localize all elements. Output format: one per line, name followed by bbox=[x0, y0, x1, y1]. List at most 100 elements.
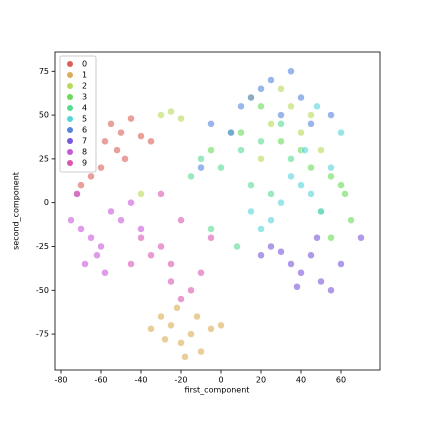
legend-label: 7 bbox=[82, 137, 87, 146]
point bbox=[327, 286, 335, 295]
point bbox=[197, 347, 205, 356]
point bbox=[247, 207, 255, 216]
point bbox=[227, 128, 235, 137]
point bbox=[297, 269, 305, 277]
legend-label: 6 bbox=[82, 126, 87, 135]
point bbox=[327, 111, 335, 119]
plot-frame bbox=[54, 51, 381, 371]
point bbox=[337, 181, 345, 189]
point bbox=[287, 155, 295, 163]
point bbox=[127, 114, 135, 123]
point bbox=[267, 120, 275, 128]
point bbox=[237, 102, 245, 111]
point bbox=[81, 260, 89, 268]
point bbox=[257, 155, 265, 163]
point bbox=[297, 93, 305, 102]
point bbox=[207, 225, 215, 233]
point bbox=[313, 233, 321, 242]
point bbox=[137, 225, 145, 233]
point bbox=[97, 242, 105, 251]
point bbox=[257, 85, 265, 93]
y-tick-label: 50 bbox=[39, 111, 49, 120]
point bbox=[117, 216, 125, 224]
point bbox=[287, 67, 295, 76]
point bbox=[307, 251, 315, 259]
point bbox=[293, 283, 301, 291]
point bbox=[147, 325, 155, 333]
point bbox=[267, 216, 275, 224]
point bbox=[277, 137, 285, 146]
point bbox=[237, 146, 245, 154]
point bbox=[67, 216, 75, 224]
point bbox=[347, 216, 355, 224]
legend-marker bbox=[67, 127, 73, 133]
point bbox=[267, 242, 275, 251]
point bbox=[113, 146, 121, 154]
point bbox=[93, 251, 101, 259]
legend-label: 0 bbox=[82, 60, 87, 69]
point bbox=[207, 233, 215, 242]
point bbox=[147, 251, 155, 259]
point bbox=[217, 163, 225, 172]
point bbox=[177, 339, 185, 347]
point bbox=[277, 198, 285, 207]
x-tick-label: -60 bbox=[94, 376, 107, 385]
point bbox=[297, 181, 305, 189]
point bbox=[317, 207, 325, 216]
point bbox=[87, 172, 95, 181]
point bbox=[327, 233, 335, 242]
point bbox=[193, 312, 201, 321]
y-tick-label: 0 bbox=[44, 198, 49, 207]
x-tick-label: 40 bbox=[296, 376, 306, 385]
legend-marker bbox=[67, 105, 73, 111]
point bbox=[167, 321, 175, 330]
y-tick-label: -75 bbox=[36, 330, 49, 339]
point bbox=[117, 128, 125, 137]
y-axis-label: second_component bbox=[12, 172, 21, 250]
point bbox=[137, 190, 145, 198]
x-tick-label: -20 bbox=[174, 376, 187, 385]
y-tick-label: 25 bbox=[39, 154, 49, 163]
x-tick-label: 20 bbox=[256, 376, 266, 385]
point bbox=[297, 128, 305, 137]
y-tick-label: -50 bbox=[36, 286, 49, 295]
point bbox=[167, 107, 175, 116]
legend-label: 4 bbox=[82, 104, 87, 113]
point bbox=[197, 155, 205, 163]
legend-label: 1 bbox=[82, 71, 87, 80]
point bbox=[257, 102, 265, 111]
legend-marker bbox=[67, 149, 73, 155]
point bbox=[217, 321, 225, 330]
point bbox=[107, 207, 115, 216]
point bbox=[327, 172, 335, 181]
point bbox=[137, 132, 145, 140]
point bbox=[157, 242, 165, 251]
point bbox=[237, 128, 245, 137]
y-tick-label: -25 bbox=[36, 242, 49, 251]
point bbox=[87, 233, 95, 242]
point bbox=[337, 128, 345, 137]
point bbox=[127, 260, 135, 268]
legend-label: 2 bbox=[82, 82, 87, 91]
x-tick-label: 60 bbox=[336, 376, 346, 385]
point bbox=[77, 225, 85, 233]
legend-marker bbox=[67, 116, 73, 122]
point bbox=[233, 242, 241, 251]
point bbox=[167, 260, 175, 268]
point bbox=[317, 146, 325, 154]
point bbox=[277, 85, 285, 93]
point bbox=[77, 181, 85, 189]
point bbox=[287, 102, 295, 111]
point bbox=[137, 233, 145, 242]
point bbox=[341, 190, 349, 198]
point bbox=[247, 181, 255, 189]
point bbox=[301, 146, 309, 154]
point bbox=[307, 111, 315, 119]
point bbox=[167, 277, 175, 286]
point bbox=[73, 190, 81, 198]
point bbox=[181, 353, 189, 361]
point bbox=[97, 163, 105, 172]
point bbox=[287, 172, 295, 181]
point bbox=[267, 76, 275, 84]
legend-marker bbox=[67, 138, 73, 144]
